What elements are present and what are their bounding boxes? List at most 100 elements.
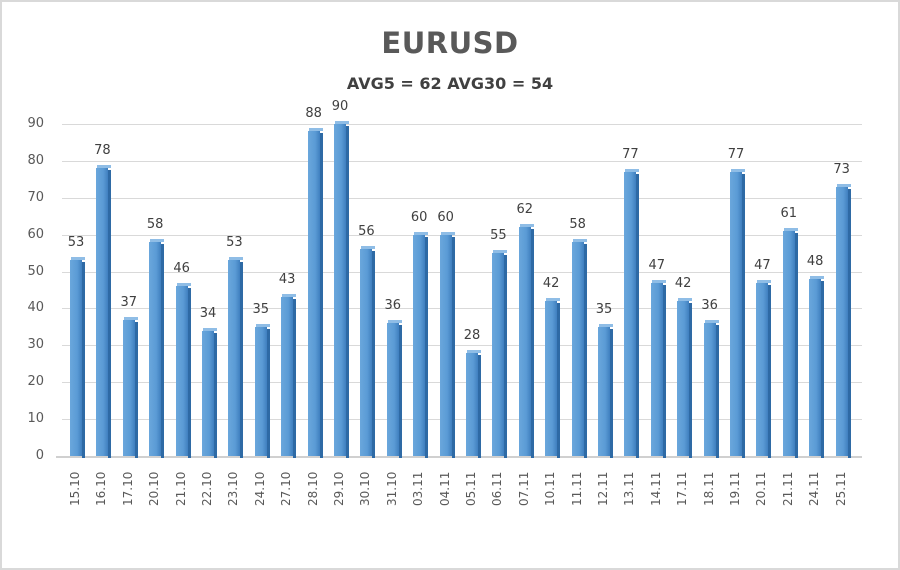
bar (281, 294, 297, 458)
bar (835, 183, 851, 459)
data-label: 77 (727, 146, 745, 162)
x-tick-label: 13.11 (622, 471, 637, 506)
data-label: 34 (199, 305, 217, 321)
gridline (62, 234, 862, 236)
x-tick-label: 11.11 (569, 471, 584, 506)
data-label: 90 (331, 99, 349, 114)
x-tick-label: 19.11 (728, 471, 742, 506)
data-label: 47 (648, 257, 666, 273)
bar (202, 327, 217, 459)
bar (809, 275, 825, 459)
data-label: 37 (120, 294, 138, 310)
data-label: 35 (595, 301, 613, 317)
x-tick-label: 04.11 (437, 471, 452, 506)
x-tick-label: 28.10 (305, 471, 320, 506)
x-tick-label: 21.10 (173, 471, 188, 506)
x-tick-label: 23.10 (226, 471, 241, 506)
bar (175, 283, 191, 458)
gridline (62, 419, 862, 421)
data-label: 53 (67, 235, 85, 251)
x-tick-label: 20.11 (754, 471, 769, 506)
data-label: 60 (437, 209, 454, 225)
data-label: 61 (780, 205, 798, 221)
bar (228, 257, 244, 458)
data-label: 36 (701, 298, 718, 314)
bar (96, 165, 112, 458)
bar (782, 227, 798, 459)
x-tick-label: 22.10 (200, 471, 214, 506)
bar (571, 239, 587, 458)
data-label: 78 (94, 143, 111, 159)
y-tick-label: 0 (35, 448, 44, 463)
data-label: 35 (252, 301, 270, 317)
data-label: 42 (542, 276, 560, 292)
x-tick-label: 18.11 (701, 471, 716, 506)
gridline (62, 382, 862, 384)
data-label: 36 (384, 298, 402, 314)
x-tick-label: 17.11 (675, 471, 690, 506)
y-tick-label: 70 (27, 189, 44, 205)
x-tick-label: 25.11 (833, 471, 848, 506)
data-label: 42 (674, 276, 692, 292)
x-tick-label: 15.10 (68, 471, 82, 506)
bar (439, 231, 455, 459)
y-tick-label: 50 (27, 263, 44, 279)
bar (598, 323, 613, 459)
bar (413, 231, 429, 459)
y-tick-label: 60 (27, 226, 44, 242)
x-tick-label: 31.10 (384, 471, 399, 506)
bar (334, 121, 349, 458)
gridline (62, 271, 862, 273)
y-tick-label: 80 (27, 152, 44, 168)
chart-title: EURUSD (381, 26, 519, 60)
bar (703, 320, 719, 458)
bar (518, 224, 534, 458)
gridline (62, 124, 862, 125)
bar (650, 279, 666, 459)
bar (492, 250, 508, 458)
data-label: 62 (516, 202, 534, 218)
data-label: 53 (226, 235, 243, 251)
y-tick-label: 30 (27, 337, 44, 353)
bar (122, 316, 138, 459)
bar (466, 349, 481, 459)
bar (730, 168, 745, 459)
data-label: 47 (754, 257, 771, 273)
y-tick-label: 90 (27, 116, 44, 131)
bar (307, 128, 323, 458)
x-tick-label: 03.11 (411, 471, 426, 506)
data-label: 56 (358, 224, 375, 240)
x-axis (56, 456, 862, 458)
data-label: 58 (146, 217, 164, 233)
data-label: 88 (305, 106, 322, 122)
bar (386, 320, 402, 458)
y-tick-label: 10 (27, 411, 44, 427)
x-tick-label: 06.11 (490, 471, 505, 506)
x-tick-label: 05.11 (464, 471, 478, 506)
gridline (62, 160, 862, 162)
bar (254, 323, 270, 459)
chart-subtitle: AVG5 = 62 AVG30 = 54 (346, 74, 554, 93)
bar (677, 298, 693, 458)
gridline (62, 308, 862, 310)
data-label: 55 (490, 228, 507, 244)
x-tick-label: 07.11 (516, 471, 531, 506)
x-tick-label: 24.11 (807, 471, 822, 506)
data-label: 43 (278, 272, 296, 288)
data-label: 77 (622, 146, 639, 162)
x-tick-label: 12.11 (596, 471, 610, 506)
x-tick-label: 17.10 (120, 471, 135, 506)
x-tick-label: 10.11 (543, 471, 558, 506)
y-tick-label: 20 (27, 374, 44, 390)
x-tick-label: 30.10 (358, 471, 373, 506)
data-label: 46 (173, 261, 190, 277)
x-tick-label: 16.10 (94, 471, 109, 506)
bar (756, 279, 772, 459)
bar (624, 168, 640, 459)
x-tick-label: 20.10 (147, 471, 162, 506)
bar (360, 246, 376, 458)
data-label: 48 (806, 253, 824, 269)
y-tick-label: 40 (27, 300, 44, 316)
x-tick-label: 29.10 (332, 471, 346, 506)
